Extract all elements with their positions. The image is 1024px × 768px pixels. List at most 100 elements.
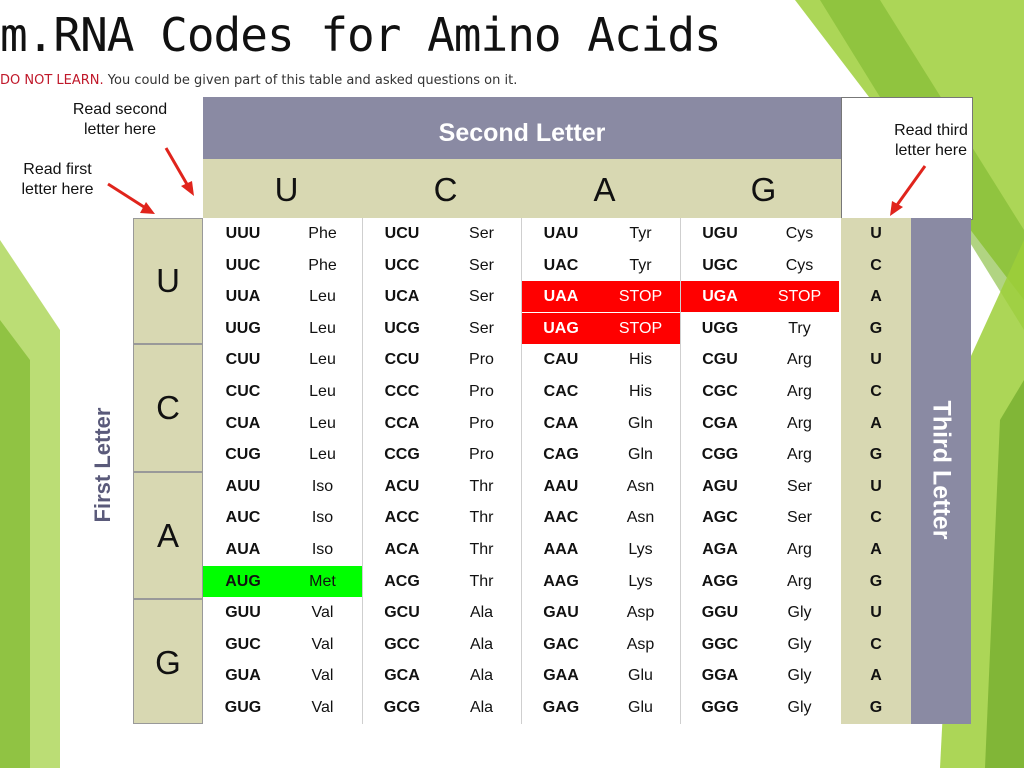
codon-cell: AAG — [543, 572, 579, 590]
codon-cell: AUG — [203, 565, 283, 597]
amino-acid-cell: Gln — [628, 414, 653, 432]
codon-cell: UAA — [521, 281, 601, 313]
codon-cell: AGC — [702, 509, 738, 527]
codon-cell: UGA — [680, 281, 760, 313]
codon-cell: CGA — [702, 414, 738, 432]
amino-acid-cell: Ala — [469, 604, 494, 622]
amino-acid-cell: Arg — [787, 414, 812, 432]
amino-acid-cell: STOP — [760, 281, 839, 313]
codon-cell: CGG — [701, 446, 739, 464]
codon-cell: CUU — [225, 351, 261, 369]
amino-acid-cell: Pro — [469, 414, 494, 432]
amino-acid-cell: Ser — [469, 319, 494, 337]
third-letter-cell: G — [869, 699, 883, 716]
codon-cell: GCC — [384, 635, 420, 653]
codon-cell: UCG — [384, 319, 420, 337]
amino-acid-cell: Ala — [469, 667, 494, 685]
codon-cell: GUA — [225, 667, 261, 685]
codon-cell: CAA — [543, 414, 579, 432]
first-letter-label: First Letter — [90, 407, 115, 523]
third-letter-cell: U — [870, 477, 882, 495]
codon-cell: UAC — [543, 256, 579, 274]
amino-acid-cell: Gln — [628, 446, 653, 464]
codon-cell: CUA — [225, 414, 261, 432]
read-third-annotation: Read third letter here — [894, 122, 968, 159]
amino-acid-cell: Arg — [787, 541, 812, 558]
amino-acid-cell: Ser — [469, 225, 494, 242]
codon-cell: CUC — [225, 383, 261, 400]
codon-cell: GGG — [701, 699, 739, 716]
first-letter-group-g — [133, 599, 203, 724]
third-letter-cell: C — [870, 383, 882, 400]
codon-cell: CAC — [543, 383, 579, 400]
codon-cell: CAG — [543, 446, 579, 464]
codon-cell: ACU — [384, 477, 420, 495]
codon-cell: AAU — [543, 477, 579, 495]
amino-acid-cell: Gly — [787, 699, 812, 716]
codon-cell: CGC — [702, 383, 738, 400]
codon-cell: GAC — [543, 635, 579, 653]
codon-cell: GAA — [543, 667, 579, 685]
codon-cell: GGC — [701, 635, 739, 653]
codon-cell: UUU — [225, 225, 261, 242]
codon-cell: AAA — [543, 541, 579, 558]
amino-acid-cell: His — [628, 351, 653, 369]
codon-cell: UAG — [521, 312, 601, 344]
codon-cell: ACC — [384, 509, 420, 527]
third-letter-cell: G — [869, 319, 883, 337]
amino-acid-cell: Arg — [787, 351, 812, 369]
column-divider — [521, 218, 522, 724]
codon-cell: CAU — [543, 351, 579, 369]
amino-acid-cell: Asp — [626, 635, 655, 653]
amino-acid-cell: Tyr — [629, 256, 652, 274]
codon-cell: CCG — [384, 446, 420, 464]
third-letter-cell: A — [870, 288, 882, 306]
amino-acid-cell: Iso — [311, 509, 334, 527]
amino-acid-cell: Val — [311, 667, 334, 685]
second-letter-u: U — [274, 171, 299, 208]
first-letter-g: G — [155, 644, 181, 681]
corner-cell — [133, 159, 203, 218]
codon-cell: CCC — [384, 383, 420, 400]
amino-acid-cell: Leu — [309, 351, 336, 369]
third-letter-cell: A — [870, 541, 882, 558]
third-letter-cell: C — [870, 509, 882, 527]
codon-cell: GGU — [701, 604, 739, 622]
amino-acid-cell: Phe — [308, 225, 337, 242]
amino-acid-cell: STOP — [601, 281, 680, 313]
codon-cell: ACA — [384, 541, 420, 558]
amino-acid-cell: Ser — [469, 256, 494, 274]
codon-cell: UGC — [702, 256, 738, 274]
amino-acid-cell: Pro — [469, 351, 494, 369]
first-letter-u: U — [156, 262, 180, 299]
codon-cell: AAC — [543, 509, 579, 527]
codon-cell: UCU — [384, 225, 420, 242]
amino-acid-cell: Ala — [469, 699, 494, 716]
codon-cell: UGG — [701, 319, 739, 337]
third-letter-label: Third Letter — [927, 400, 956, 540]
third-letter-cell: U — [870, 604, 882, 622]
codon-cell: GGA — [701, 667, 739, 685]
first-letter-group-u — [133, 218, 203, 344]
codon-cell: UUG — [225, 319, 261, 337]
green-accent-shape — [0, 240, 60, 768]
amino-acid-cell: Ser — [787, 509, 812, 527]
third-letter-cell: U — [870, 225, 882, 242]
first-letter-group-a — [133, 472, 203, 599]
amino-acid-cell: Try — [788, 319, 811, 337]
codon-cell: GAG — [542, 699, 580, 716]
second-letter-row: U C A G — [203, 159, 841, 218]
amino-acid-cell: Arg — [787, 572, 812, 590]
amino-acid-cell: Cys — [785, 256, 814, 274]
codon-cell: CCU — [384, 351, 420, 369]
codon-cell: GUG — [224, 699, 262, 716]
codon-cell: AGU — [702, 477, 738, 495]
amino-acid-cell: Thr — [469, 477, 494, 495]
amino-acid-cell: Val — [311, 635, 334, 653]
amino-acid-cell: Ser — [787, 477, 812, 495]
amino-acid-cell: Met — [283, 565, 362, 597]
amino-acid-cell: Val — [311, 604, 334, 622]
amino-acid-cell: Lys — [628, 572, 653, 590]
amino-acid-cell: Glu — [628, 699, 653, 716]
amino-acid-cell: Phe — [308, 256, 337, 274]
